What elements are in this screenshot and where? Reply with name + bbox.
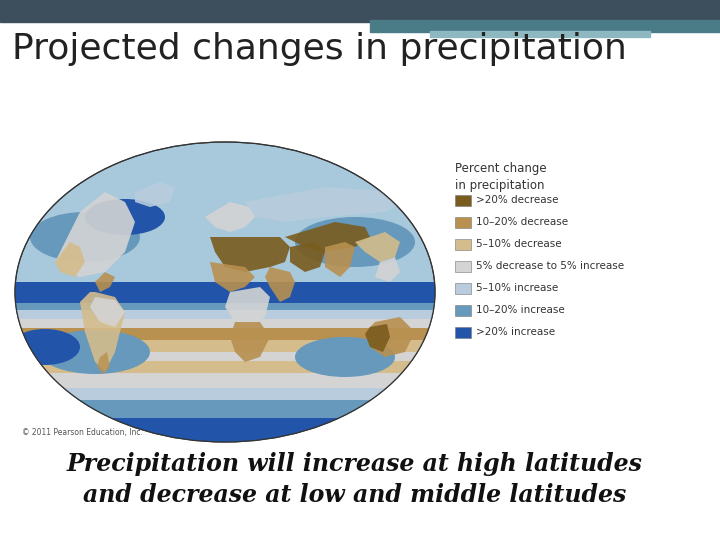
PathPatch shape — [225, 287, 270, 327]
Bar — [455, 260, 471, 272]
Text: 5–10% increase: 5–10% increase — [476, 283, 558, 293]
PathPatch shape — [290, 242, 325, 272]
PathPatch shape — [365, 317, 415, 357]
Bar — [15, 300, 435, 310]
Text: >20% decrease: >20% decrease — [476, 195, 559, 205]
PathPatch shape — [265, 267, 295, 302]
PathPatch shape — [210, 237, 290, 272]
PathPatch shape — [80, 292, 125, 372]
PathPatch shape — [55, 242, 85, 277]
Bar — [15, 316, 435, 328]
Bar — [15, 307, 435, 319]
PathPatch shape — [245, 187, 405, 222]
Bar — [15, 337, 435, 352]
Bar — [455, 217, 471, 227]
Bar — [15, 397, 435, 418]
Bar — [15, 349, 435, 361]
Bar — [430, 39, 650, 41]
Bar — [15, 385, 435, 400]
Bar — [0, 0, 720, 22]
Text: 5% decrease to 5% increase: 5% decrease to 5% increase — [476, 261, 624, 271]
PathPatch shape — [205, 202, 255, 232]
PathPatch shape — [95, 272, 115, 292]
Bar — [15, 358, 435, 373]
Text: 5–10% decrease: 5–10% decrease — [476, 239, 562, 249]
Ellipse shape — [15, 142, 435, 442]
Ellipse shape — [30, 212, 140, 262]
Bar — [455, 194, 471, 206]
PathPatch shape — [285, 222, 370, 252]
PathPatch shape — [365, 324, 390, 352]
Ellipse shape — [295, 337, 395, 377]
PathPatch shape — [230, 322, 270, 362]
Text: 10–20% increase: 10–20% increase — [476, 305, 564, 315]
PathPatch shape — [210, 262, 255, 292]
Ellipse shape — [85, 199, 165, 235]
PathPatch shape — [135, 182, 175, 207]
Text: 10–20% decrease: 10–20% decrease — [476, 217, 568, 227]
Bar — [455, 239, 471, 249]
Text: Percent change
in precipitation: Percent change in precipitation — [455, 162, 546, 192]
Bar — [15, 281, 435, 302]
Text: Precipitation will increase at high latitudes
and decrease at low and middle lat: Precipitation will increase at high lati… — [67, 452, 643, 507]
PathPatch shape — [375, 257, 400, 282]
PathPatch shape — [90, 297, 125, 327]
Bar — [15, 415, 435, 442]
Ellipse shape — [295, 217, 415, 267]
Text: © 2011 Pearson Education, Inc.: © 2011 Pearson Education, Inc. — [22, 428, 143, 437]
Bar — [430, 31, 650, 37]
Bar — [455, 327, 471, 338]
Text: Projected changes in precipitation: Projected changes in precipitation — [12, 32, 627, 66]
PathPatch shape — [325, 242, 355, 277]
Bar — [370, 20, 720, 32]
PathPatch shape — [97, 352, 110, 374]
Bar — [15, 424, 435, 442]
Bar — [455, 305, 471, 315]
Bar — [455, 282, 471, 294]
PathPatch shape — [55, 192, 135, 277]
Bar — [15, 370, 435, 388]
Ellipse shape — [10, 329, 80, 365]
Bar — [15, 325, 435, 340]
Ellipse shape — [40, 330, 150, 374]
Text: >20% increase: >20% increase — [476, 327, 555, 337]
PathPatch shape — [355, 232, 400, 262]
